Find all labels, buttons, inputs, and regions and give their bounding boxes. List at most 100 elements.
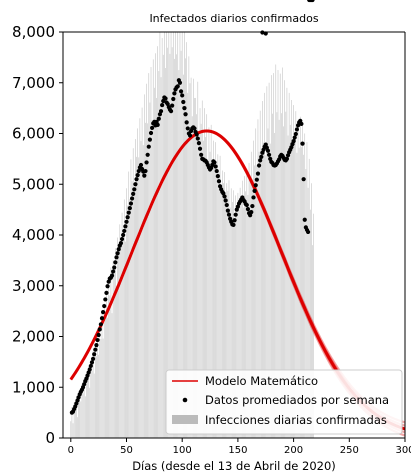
daily-bar [78, 397, 79, 438]
weekly-point [292, 135, 297, 140]
weekly-point [172, 91, 177, 96]
weekly-point [244, 202, 249, 208]
weekly-point [253, 183, 258, 188]
daily-bar [269, 143, 271, 438]
daily-bar [303, 154, 304, 438]
weekly-point [163, 96, 168, 101]
weekly-point [226, 212, 232, 217]
daily-bar [242, 180, 243, 438]
daily-bar [165, 68, 166, 438]
daily-bar [275, 64, 277, 438]
weekly-point [89, 360, 95, 365]
daily-bar [127, 205, 128, 438]
legend-bars-label: Infecciones diarias confirmadas [205, 413, 387, 427]
daily-bar [220, 185, 222, 438]
daily-bar [142, 145, 144, 439]
weekly-point [301, 177, 306, 182]
weekly-point [293, 131, 298, 137]
daily-bar [151, 120, 153, 438]
daily-bar [293, 105, 294, 438]
weekly-point [171, 96, 176, 102]
daily-bar [191, 116, 193, 438]
weekly-point [175, 84, 180, 89]
daily-bar [92, 351, 94, 438]
daily-bar [129, 198, 131, 438]
weekly-point [145, 152, 150, 157]
daily-bar [211, 169, 213, 438]
daily-bar [253, 140, 254, 438]
y-tick-label: 0 [45, 429, 55, 447]
daily-bar [147, 123, 148, 438]
daily-bar [299, 116, 301, 438]
daily-bar [90, 361, 92, 439]
daily-bar [109, 295, 111, 438]
daily-bar [194, 97, 195, 438]
weekly-point [156, 116, 161, 121]
daily-bar [168, 32, 170, 438]
x-tick-label: 0 [68, 445, 74, 456]
x-tick-label: 250 [340, 445, 359, 456]
legend-model-label: Modelo Matemático [205, 374, 318, 388]
daily-bar [101, 314, 103, 438]
daily-bar [187, 92, 189, 439]
daily-bar [88, 366, 89, 438]
weekly-point [122, 228, 127, 234]
daily-bar [295, 111, 297, 439]
weekly-point [187, 133, 193, 138]
daily-bar [257, 119, 259, 438]
daily-bar [305, 169, 307, 438]
weekly-point [225, 208, 230, 213]
daily-bar [156, 97, 157, 438]
weekly-point [150, 125, 155, 131]
daily-bar [189, 83, 191, 438]
daily-bar [196, 114, 197, 438]
weekly-point [123, 224, 128, 229]
daily-bar [222, 170, 223, 439]
weekly-point [256, 163, 262, 168]
weekly-point [266, 152, 272, 157]
daily-bar [267, 128, 269, 438]
daily-bar [214, 161, 215, 438]
daily-bar [119, 224, 121, 438]
weekly-point [146, 144, 151, 149]
daily-bar [292, 146, 293, 438]
weekly-point [125, 215, 130, 220]
daily-bar [252, 179, 253, 438]
daily-bar [110, 267, 112, 438]
daily-bar [133, 187, 135, 438]
weekly-point [233, 212, 238, 217]
daily-bar [210, 124, 212, 439]
daily-bar [81, 384, 83, 438]
weekly-point [143, 168, 148, 174]
weekly-point [134, 177, 139, 182]
weekly-point [124, 219, 129, 224]
x-tick-label: 100 [173, 445, 192, 456]
daily-bar [227, 190, 229, 438]
daily-bar [240, 198, 242, 438]
daily-bar [224, 172, 225, 438]
daily-bar [150, 67, 152, 439]
daily-bar [157, 46, 158, 439]
daily-bar [198, 131, 200, 438]
daily-bar [256, 164, 258, 438]
daily-bar [73, 402, 75, 438]
weekly-point [147, 137, 152, 142]
weekly-point [90, 356, 96, 361]
weekly-point [144, 160, 149, 165]
daily-bar [106, 290, 107, 438]
daily-bar [149, 102, 151, 438]
daily-bar [186, 42, 187, 439]
legend-points-label: Datos promediados por semana [205, 393, 389, 407]
daily-bar [115, 248, 116, 438]
weekly-point [178, 89, 184, 94]
x-axis-ticks: 0 50 100 150 200 250 300 [68, 438, 411, 456]
y-tick-label: 1,000 [12, 378, 55, 396]
legend-bars-swatch [172, 415, 198, 424]
weekly-point [160, 102, 165, 108]
daily-bar [217, 154, 219, 438]
daily-bar [312, 245, 313, 438]
weekly-point [101, 310, 106, 315]
daily-bar [161, 38, 163, 439]
weekly-point [213, 164, 218, 169]
